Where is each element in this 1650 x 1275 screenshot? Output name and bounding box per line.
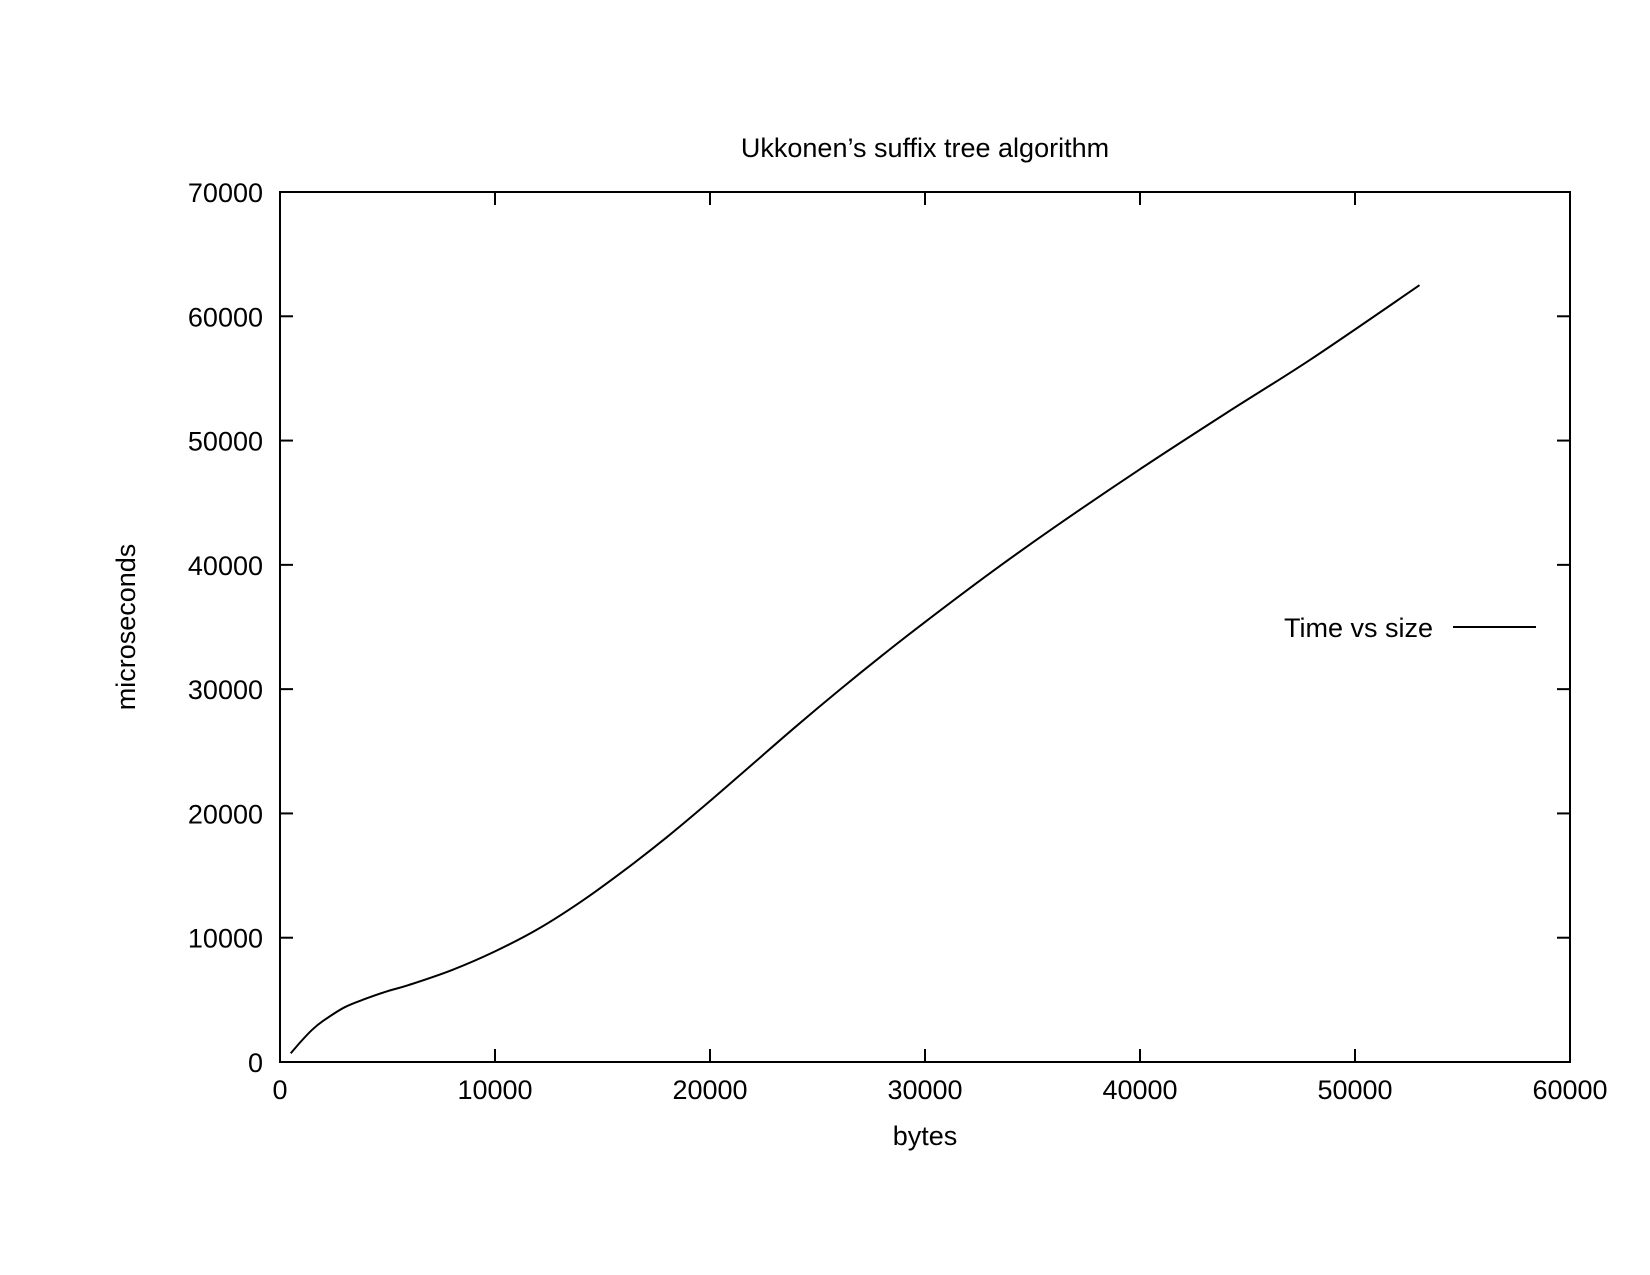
y-tick-label: 10000 [188, 924, 263, 954]
y-axis-ticks: 0 10000 20000 30000 40000 50000 60000 70000 [188, 178, 1570, 1078]
y-axis-label: microseconds [111, 544, 141, 711]
y-tick-label: 0 [248, 1048, 263, 1078]
y-tick-label: 60000 [188, 302, 263, 332]
y-tick-label: 50000 [188, 427, 263, 457]
x-tick-label: 60000 [1532, 1075, 1607, 1105]
x-axis-label: bytes [893, 1121, 958, 1151]
x-tick-label: 50000 [1317, 1075, 1392, 1105]
x-tick-label: 20000 [672, 1075, 747, 1105]
chart-title: Ukkonen’s suffix tree algorithm [741, 133, 1109, 163]
x-tick-label: 0 [272, 1075, 287, 1105]
series-line [289, 284, 1421, 1054]
x-tick-label: 10000 [457, 1075, 532, 1105]
series-layer [289, 284, 1421, 1054]
y-tick-label: 30000 [188, 675, 263, 705]
legend-entry-label: Time vs size [1284, 613, 1433, 643]
y-tick-label: 40000 [188, 551, 263, 581]
legend: Time vs size [1284, 613, 1536, 643]
x-axis-ticks: 0 10000 20000 30000 40000 50000 60000 [272, 192, 1608, 1105]
y-tick-label: 70000 [188, 178, 263, 208]
x-tick-label: 40000 [1102, 1075, 1177, 1105]
y-tick-label: 20000 [188, 799, 263, 829]
x-tick-label: 30000 [887, 1075, 962, 1105]
